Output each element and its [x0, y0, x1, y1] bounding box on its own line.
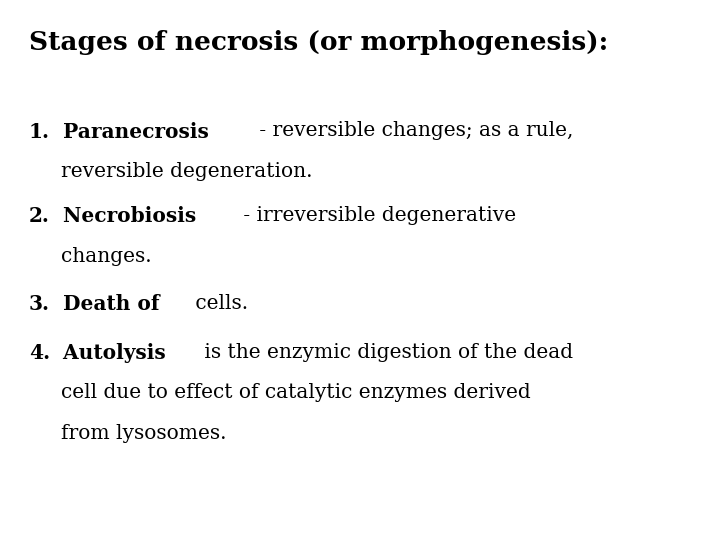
Text: changes.: changes. [61, 247, 152, 266]
Text: from lysosomes.: from lysosomes. [61, 424, 227, 443]
Text: 2.: 2. [29, 206, 50, 226]
Text: 1.: 1. [29, 122, 50, 141]
Text: - reversible changes; as a rule,: - reversible changes; as a rule, [253, 122, 574, 140]
Text: cells.: cells. [189, 294, 248, 313]
Text: Paranecrosis: Paranecrosis [56, 122, 209, 141]
Text: Stages of necrosis (or morphogenesis):: Stages of necrosis (or morphogenesis): [29, 30, 608, 55]
Text: 4.: 4. [29, 343, 50, 363]
Text: - irreversible degenerative: - irreversible degenerative [237, 206, 516, 225]
Text: Death of: Death of [56, 294, 159, 314]
Text: cell due to effect of catalytic enzymes derived: cell due to effect of catalytic enzymes … [61, 383, 531, 402]
Text: Autolysis: Autolysis [56, 343, 166, 363]
Text: 3.: 3. [29, 294, 50, 314]
Text: reversible degeneration.: reversible degeneration. [61, 162, 312, 181]
Text: Necrobiosis: Necrobiosis [55, 206, 196, 226]
Text: is the enzymic digestion of the dead: is the enzymic digestion of the dead [198, 343, 573, 362]
